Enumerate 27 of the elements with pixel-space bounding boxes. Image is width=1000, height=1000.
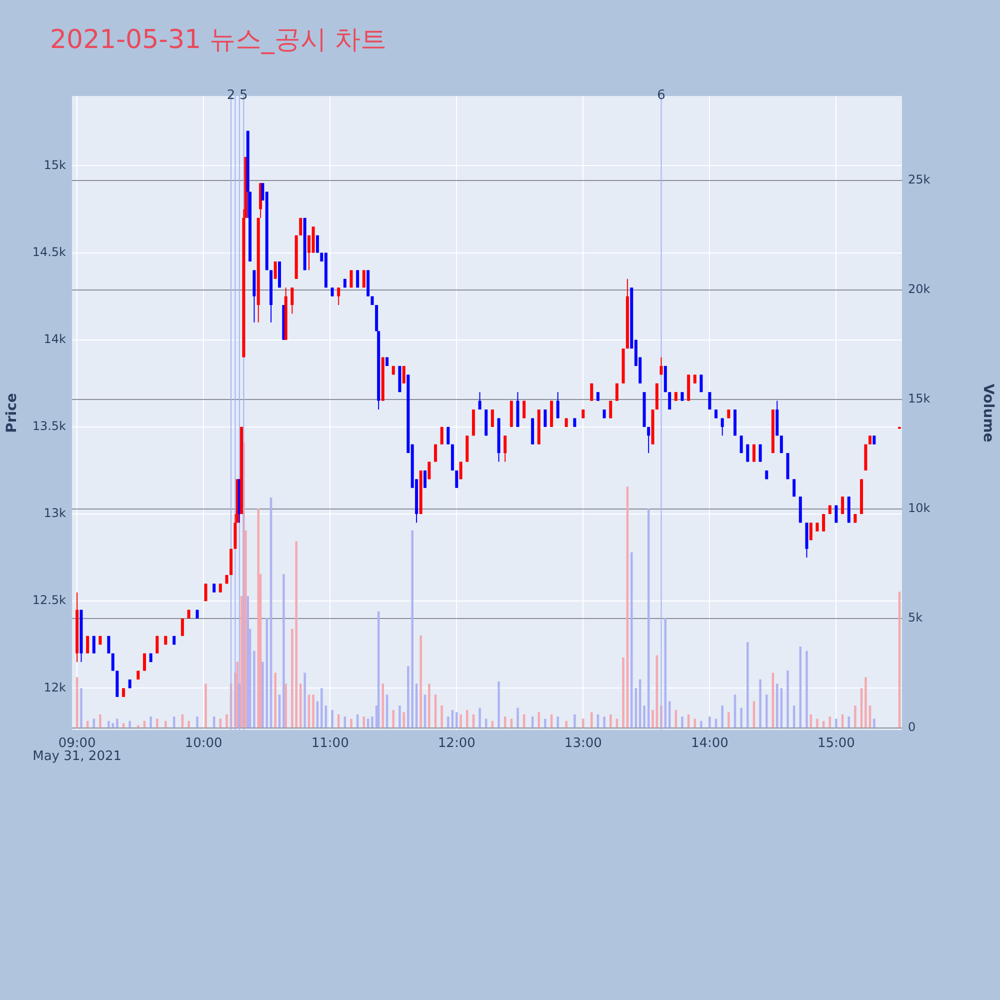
y-tick-label: 14k bbox=[44, 332, 66, 346]
annotation: 5 bbox=[240, 88, 248, 103]
y-tick-label: 13k bbox=[44, 506, 66, 520]
x-tick-label: 13:00 bbox=[564, 736, 602, 752]
x-tick-label: 09:00 bbox=[58, 736, 96, 752]
x-tick-label: 12:00 bbox=[438, 736, 476, 752]
y-tick-label: 15k bbox=[44, 158, 66, 172]
y2-tick-label: 25k bbox=[908, 172, 930, 186]
y2-tick-label: 15k bbox=[908, 391, 930, 406]
chart-title: 2021-05-31 뉴스_공시 차트 bbox=[50, 24, 387, 57]
x-tick-label: 15:00 bbox=[817, 736, 855, 752]
text: May 31, 2021 bbox=[32, 748, 122, 764]
y-axis-title: Price bbox=[4, 393, 20, 433]
y2-tick-label: 0 bbox=[908, 720, 916, 734]
annotation: 2 bbox=[226, 88, 236, 103]
y-tick-label: 12k bbox=[44, 680, 66, 694]
y2-tick-label: 10k bbox=[908, 500, 930, 515]
x-tick-label: 14:00 bbox=[690, 736, 728, 752]
x-tick-label: 10:00 bbox=[184, 736, 222, 752]
annotation: 6 bbox=[657, 88, 666, 103]
y2-tick-label: 5k bbox=[908, 610, 923, 624]
y-tick-label: 14.5k bbox=[32, 244, 66, 259]
y2-axis-title: Volume bbox=[980, 384, 996, 442]
y-tick-label: 12.5k bbox=[32, 593, 66, 608]
y2-tick-label: 20k bbox=[908, 282, 930, 296]
y-tick-label: 13.5k bbox=[32, 419, 66, 434]
x-tick-label: 11:00 bbox=[311, 736, 349, 752]
